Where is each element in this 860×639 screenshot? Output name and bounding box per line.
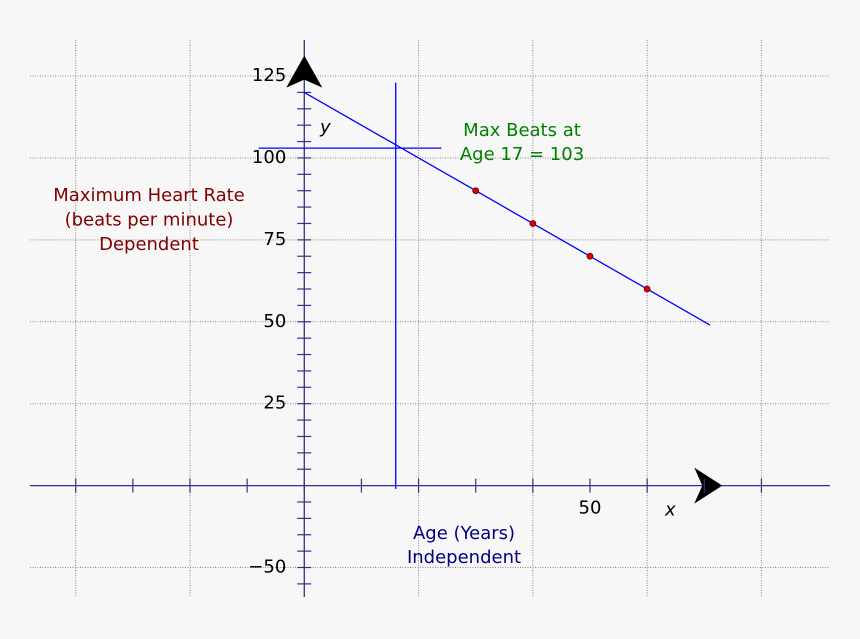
- data-point: [529, 220, 537, 227]
- y-tick-label: 25: [263, 393, 286, 414]
- y-axis-arrow: [286, 55, 323, 88]
- y-tick-label: 75: [263, 229, 286, 250]
- x-axis-label: x: [664, 500, 676, 521]
- y-tick-label: 125: [252, 65, 286, 86]
- x-tick-label: 50: [579, 498, 602, 519]
- y-tick-label: −50: [248, 557, 286, 578]
- y-description: (beats per minute): [65, 210, 234, 231]
- data-point: [643, 285, 651, 293]
- data-point: [586, 252, 594, 260]
- y-description: Maximum Heart Rate: [53, 185, 245, 206]
- x-description: Age (Years): [413, 523, 515, 544]
- x-axis-arrow: [694, 467, 723, 504]
- y-description: Dependent: [99, 234, 199, 255]
- annotation: Max Beats at: [463, 120, 581, 141]
- data-line: [303, 91, 711, 326]
- data-point: [472, 187, 480, 195]
- y-tick-label: 50: [263, 311, 286, 332]
- x-description: Independent: [407, 547, 521, 568]
- y-axis-label: y: [319, 117, 331, 138]
- annotation: Age 17 = 103: [460, 144, 584, 165]
- y-tick-label: 100: [252, 147, 286, 168]
